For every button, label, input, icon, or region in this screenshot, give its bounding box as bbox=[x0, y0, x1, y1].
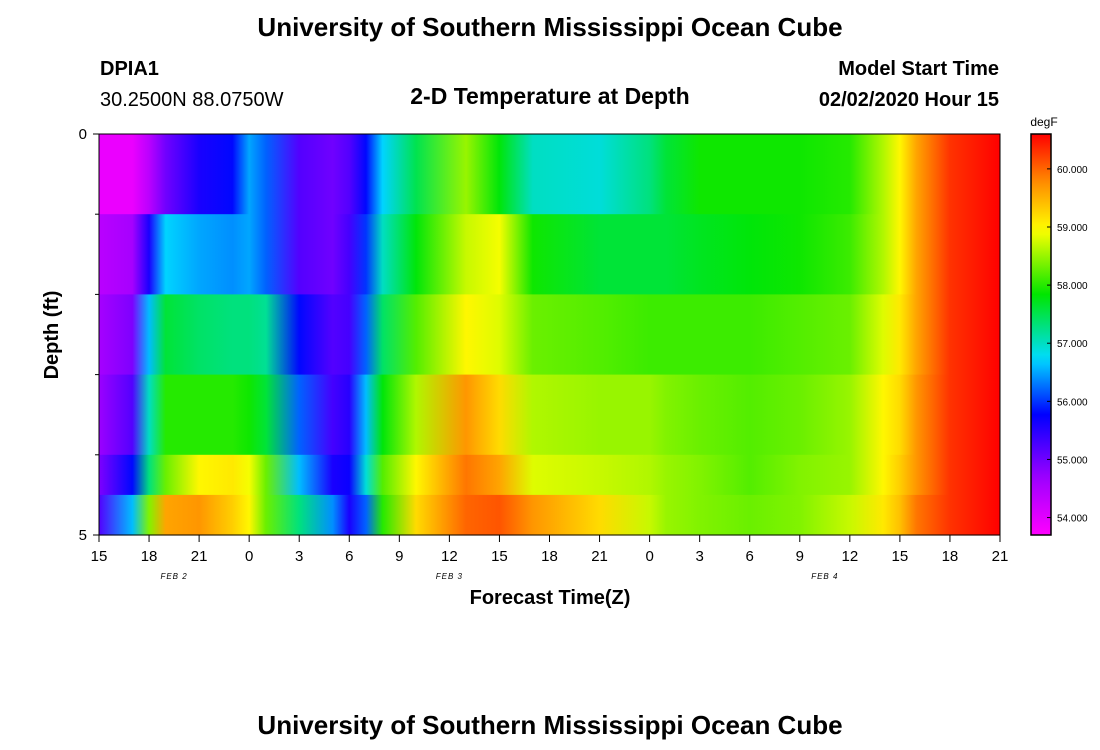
colorbar-tick-label: 54.000 bbox=[1057, 514, 1088, 525]
x-tick-label: 0 bbox=[645, 548, 653, 565]
x-axis: 15 18 21 0 3 6 9 12 15 18 21 0 3 6 9 12 15 18 21 bbox=[91, 535, 1009, 565]
x-tick-label: 0 bbox=[245, 548, 253, 565]
page-title-top: University of Southern Mississippi Ocean… bbox=[257, 12, 842, 42]
heatmap-row-6 bbox=[99, 494, 1000, 536]
date-label: FEB 4 bbox=[811, 572, 838, 581]
x-tick-label: 21 bbox=[992, 548, 1009, 565]
colorbar-tick-label: 56.000 bbox=[1057, 397, 1088, 408]
colorbar-ticks: 54.000 55.000 56.000 57.000 58.000 59.000 60.0… bbox=[1047, 165, 1088, 525]
date-label: FEB 3 bbox=[436, 572, 463, 581]
colorbar-unit: degF bbox=[1030, 115, 1057, 129]
heatmap-body bbox=[99, 134, 1000, 536]
x-tick-label: 3 bbox=[695, 548, 703, 565]
model-start-label: Model Start Time bbox=[838, 58, 999, 80]
heatmap-row-2 bbox=[99, 214, 1000, 295]
y-axis-label: Depth (ft) bbox=[41, 291, 63, 380]
colorbar bbox=[1030, 133, 1052, 536]
station-id: DPIA1 bbox=[100, 58, 159, 80]
x-tick-label: 15 bbox=[491, 548, 508, 565]
x-tick-label: 18 bbox=[141, 548, 158, 565]
x-tick-label: 15 bbox=[892, 548, 909, 565]
x-tick-label: 6 bbox=[746, 548, 754, 565]
x-tick-label: 9 bbox=[395, 548, 403, 565]
page-title-bottom: University of Southern Mississippi Ocean… bbox=[257, 710, 842, 740]
x-tick-label: 12 bbox=[841, 548, 858, 565]
y-axis: 05 bbox=[79, 126, 99, 544]
x-tick-label: 9 bbox=[796, 548, 804, 565]
date-labels: FEB 2 FEB 3 FEB 4 bbox=[160, 572, 838, 581]
x-tick-label: 21 bbox=[591, 548, 608, 565]
colorbar-tick-label: 60.000 bbox=[1057, 165, 1088, 176]
colorbar-tick-label: 59.000 bbox=[1057, 223, 1088, 234]
x-tick-label: 6 bbox=[345, 548, 353, 565]
heatmap-row-1 bbox=[99, 134, 1000, 215]
y-tick-label: 0 bbox=[79, 126, 87, 143]
plot-title: 2-D Temperature at Depth bbox=[410, 83, 689, 109]
x-axis-label: Forecast Time(Z) bbox=[470, 587, 631, 609]
heatmap-row-5 bbox=[99, 454, 1000, 496]
colorbar-tick-label: 55.000 bbox=[1057, 455, 1088, 466]
x-tick-label: 12 bbox=[441, 548, 458, 565]
x-tick-label: 15 bbox=[91, 548, 108, 565]
colorbar-tick-label: 57.000 bbox=[1057, 339, 1088, 350]
x-tick-label: 3 bbox=[295, 548, 303, 565]
station-location: 30.2500N 88.0750W bbox=[100, 89, 284, 111]
x-tick-label: 18 bbox=[541, 548, 558, 565]
heatmap-row-4 bbox=[99, 374, 1000, 456]
y-tick-label: 5 bbox=[79, 527, 87, 544]
x-tick-label: 18 bbox=[942, 548, 959, 565]
colorbar-tick-label: 58.000 bbox=[1057, 281, 1088, 292]
heatmap-row-3 bbox=[99, 294, 1000, 376]
model-start-time: 02/02/2020 Hour 15 bbox=[819, 89, 999, 111]
date-label: FEB 2 bbox=[160, 572, 187, 581]
x-tick-label: 21 bbox=[191, 548, 208, 565]
